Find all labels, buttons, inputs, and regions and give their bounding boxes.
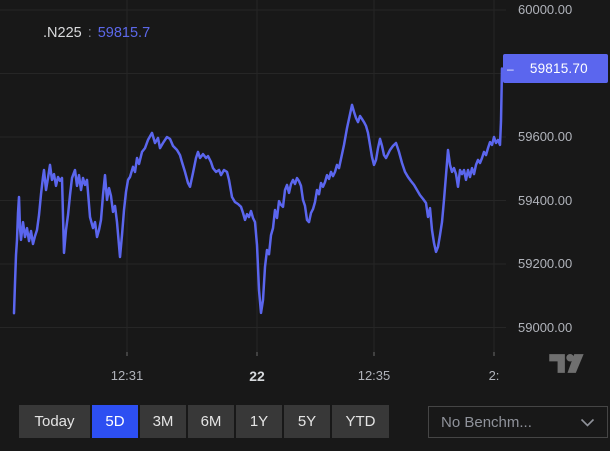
price-axis-label: 59400.00 bbox=[518, 192, 573, 208]
benchmark-dropdown-label: No Benchm... bbox=[441, 413, 532, 431]
range-button-today[interactable]: Today bbox=[19, 405, 90, 438]
range-button-3m[interactable]: 3M bbox=[140, 405, 186, 438]
price-axis-label: 60000.00 bbox=[518, 2, 573, 17]
time-axis-label: 12:35 bbox=[357, 368, 391, 383]
range-button-1y[interactable]: 1Y bbox=[236, 405, 282, 438]
time-axis-label: 2: bbox=[488, 368, 500, 383]
price-chart-area[interactable] bbox=[0, 0, 610, 395]
price-axis-label: 59000.00 bbox=[518, 319, 573, 335]
time-axis-label: 22 bbox=[249, 368, 265, 384]
range-button-5y[interactable]: 5Y bbox=[284, 405, 330, 438]
time-axis-label: 12:31 bbox=[110, 368, 144, 383]
last-price-value: 59815.7 bbox=[97, 25, 151, 41]
price-badge-value: 59815.70 bbox=[529, 61, 588, 76]
symbol-legend: .N225 : 59815.7 bbox=[43, 25, 150, 41]
symbol-name: .N225 bbox=[43, 25, 82, 41]
range-selector: Today 5D 3M 6M 1Y 5Y YTD bbox=[19, 405, 389, 438]
legend-separator: : bbox=[87, 25, 92, 41]
last-price-badge: – 59815.70 bbox=[503, 54, 608, 83]
range-button-6m[interactable]: 6M bbox=[188, 405, 234, 438]
price-line-series bbox=[12, 67, 504, 315]
tradingview-logo[interactable] bbox=[549, 351, 587, 381]
range-button-ytd[interactable]: YTD bbox=[332, 405, 389, 438]
price-axis-label: 59200.00 bbox=[518, 256, 573, 271]
price-marker-dash: – bbox=[507, 61, 514, 76]
price-axis-label: 59600.00 bbox=[518, 129, 573, 144]
chevron-down-icon bbox=[580, 418, 595, 427]
range-button-5d[interactable]: 5D bbox=[92, 405, 138, 438]
benchmark-dropdown[interactable]: No Benchm... bbox=[428, 406, 608, 438]
